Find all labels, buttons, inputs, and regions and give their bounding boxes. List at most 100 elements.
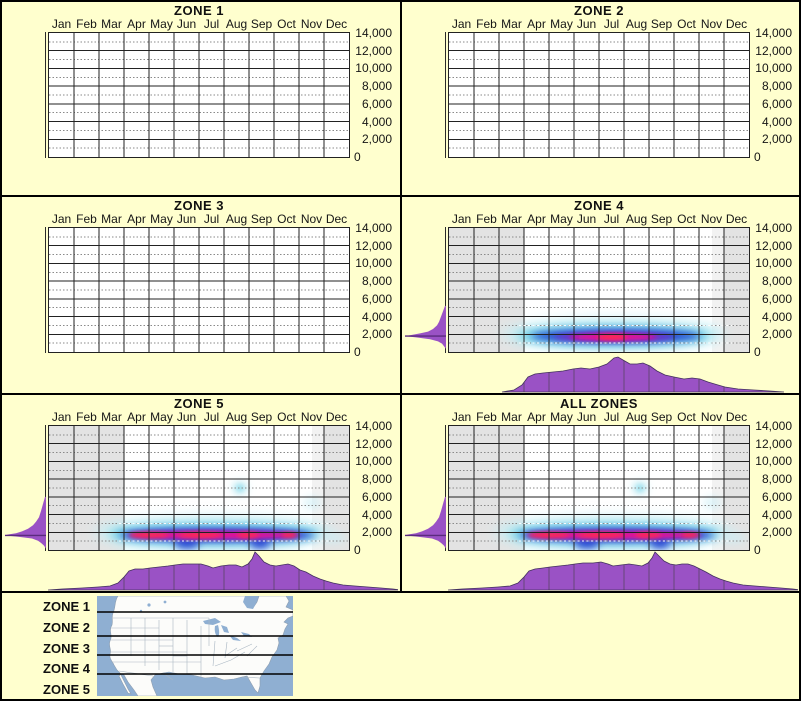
column-separator (400, 2, 402, 593)
month-label: Mar (101, 212, 122, 226)
y-axis-tick-label: 4,000 (761, 310, 792, 324)
elevation-marginal-distribution (405, 305, 446, 349)
seasonal-marginal-distribution (448, 551, 798, 591)
month-label: Apr (127, 17, 146, 31)
month-label: Dec (325, 212, 348, 226)
panel-zone-5: ZONE 5 Jan Feb Mar Apr May Jun Jul Aug Sep Oct Nov D… (2, 395, 400, 591)
elevation-marginal-distribution (5, 496, 46, 549)
month-label: Jan (451, 410, 472, 424)
month-label: Jun (176, 410, 197, 424)
month-label: Dec (325, 17, 348, 31)
y-axis-tick-label: 10,000 (355, 61, 392, 75)
month-label: Aug (225, 212, 248, 226)
y-axis-tick-label: 10,000 (755, 61, 792, 75)
month-label: Oct (677, 410, 696, 424)
y-axis-tick-label: 2,000 (761, 327, 792, 341)
y-axis-tick-label: 8,000 (361, 274, 392, 288)
y-axis-line (45, 32, 46, 158)
month-label: Jul (603, 212, 620, 226)
month-label: Jun (576, 17, 597, 31)
month-label: Feb (476, 17, 497, 31)
panel-zone-3: ZONE 3 Jan Feb Mar Apr May Jun Jul Aug Sep Oct Nov D… (2, 197, 400, 393)
y-axis-tick-label: 4,000 (761, 115, 792, 129)
month-label: May (150, 17, 173, 31)
y-axis-tick-label: 14,000 (755, 221, 792, 235)
month-label: May (550, 17, 573, 31)
zone-legend-label: ZONE 3 (43, 640, 90, 656)
y-axis-tick-label: 6,000 (761, 292, 792, 306)
elevation-marginal-distribution (405, 496, 446, 549)
y-axis-tick-label: 6,000 (361, 490, 392, 504)
y-axis-tick-label: 2,000 (361, 525, 392, 539)
grid (49, 228, 349, 352)
y-axis-tick-label: 8,000 (361, 79, 392, 93)
month-label: Nov (300, 410, 323, 424)
month-label: Jun (576, 410, 597, 424)
month-label: Sep (650, 212, 673, 226)
y-axis-tick-label: 12,000 (355, 437, 392, 451)
zone-legend-label: ZONE 1 (43, 599, 90, 614)
month-label: Nov (300, 17, 323, 31)
y-axis-tick-label: 14,000 (755, 26, 792, 40)
month-label: Jan (451, 17, 472, 31)
plot-area (48, 32, 350, 158)
month-label: Sep (250, 17, 273, 31)
month-label: Sep (250, 410, 273, 424)
y-axis-tick-label: 0 (754, 150, 761, 164)
month-label: Apr (127, 212, 146, 226)
month-label: Nov (700, 212, 723, 226)
month-label: Jul (603, 17, 620, 31)
month-label: May (150, 410, 173, 424)
month-label: Mar (501, 410, 522, 424)
us-map-graphic (97, 595, 294, 697)
y-axis-tick-label: 14,000 (355, 221, 392, 235)
month-label: Oct (677, 212, 696, 226)
month-label: Aug (225, 410, 248, 424)
month-label: Dec (725, 17, 748, 31)
month-label: Mar (501, 17, 522, 31)
panel-zone-2: ZONE 2 Jan Feb Mar Apr May Jun Jul Aug Sep Oct Nov D… (402, 2, 799, 195)
month-label: Jul (603, 410, 620, 424)
month-label: Dec (725, 410, 748, 424)
y-axis-tick-label: 6,000 (361, 97, 392, 111)
zone-legend-label: ZONE 2 (43, 619, 90, 635)
month-label: Apr (527, 212, 546, 226)
month-label: Oct (277, 17, 296, 31)
panel-zone-4: ZONE 4 Jan Feb Mar Apr May Jun Jul Aug Sep Oct Nov D… (402, 197, 799, 393)
month-label: Jul (203, 17, 220, 31)
month-label: Sep (650, 17, 673, 31)
y-axis-tick-label: 8,000 (761, 274, 792, 288)
month-label: Jan (51, 17, 72, 31)
y-axis-line (45, 227, 46, 353)
y-axis-line (445, 425, 446, 551)
month-label: May (550, 212, 573, 226)
month-label: Apr (527, 17, 546, 31)
plot-area (48, 425, 350, 551)
y-axis-tick-label: 14,000 (355, 419, 392, 433)
month-label: Aug (625, 410, 648, 424)
month-label: Apr (527, 410, 546, 424)
month-label: Jan (51, 212, 72, 226)
y-axis-tick-label: 0 (754, 543, 761, 557)
y-axis-tick-label: 0 (754, 345, 761, 359)
plot-area (448, 425, 750, 551)
plot-area (48, 227, 350, 353)
y-axis-tick-label: 0 (354, 543, 361, 557)
grid (449, 426, 749, 550)
month-label: Apr (127, 410, 146, 424)
grid (49, 426, 349, 550)
y-axis-tick-label: 12,000 (355, 239, 392, 253)
y-axis-tick-label: 10,000 (755, 256, 792, 270)
y-axis-tick-label: 10,000 (755, 454, 792, 468)
month-label: Sep (650, 410, 673, 424)
y-axis-tick-label: 4,000 (361, 508, 392, 522)
y-axis-tick-label: 0 (354, 345, 361, 359)
y-axis-tick-label: 4,000 (361, 115, 392, 129)
y-axis-tick-label: 2,000 (761, 525, 792, 539)
grid (449, 33, 749, 157)
month-label: Feb (76, 410, 97, 424)
month-label: Oct (277, 212, 296, 226)
month-label: Dec (325, 410, 348, 424)
y-axis-tick-label: 8,000 (361, 472, 392, 486)
y-axis-tick-label: 0 (354, 150, 361, 164)
